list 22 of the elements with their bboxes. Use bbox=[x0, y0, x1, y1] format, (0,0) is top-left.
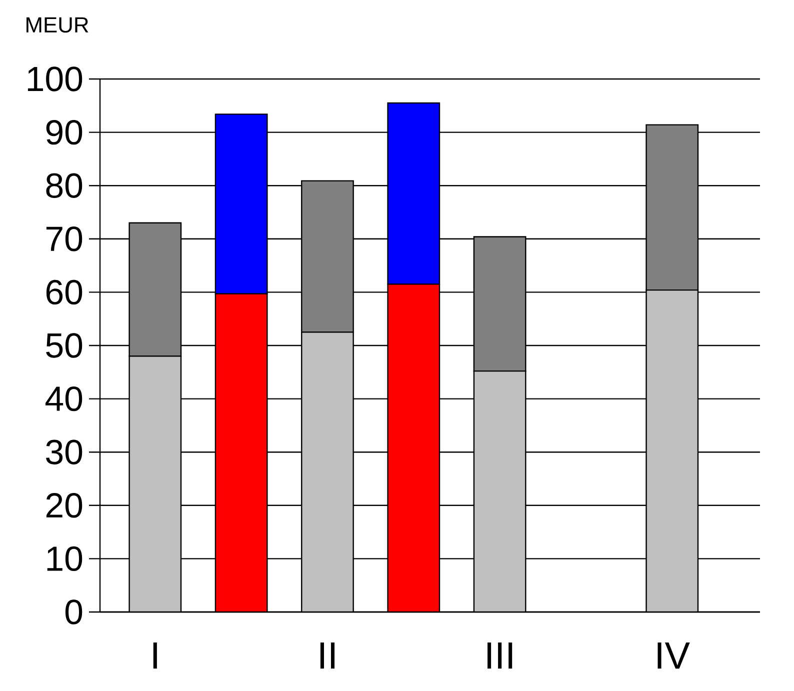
y-tick-label: 50 bbox=[46, 333, 82, 358]
x-tick-label: II bbox=[320, 642, 335, 669]
bar bbox=[128, 356, 182, 612]
y-tick-label: 90 bbox=[46, 120, 82, 145]
x-tick-label: III bbox=[488, 642, 512, 669]
y-tick-label: 70 bbox=[46, 226, 82, 252]
y-tick-label: 100 bbox=[28, 66, 82, 92]
bar bbox=[214, 293, 268, 612]
y-tick-label: 0 bbox=[65, 600, 82, 624]
y-tick-label: 10 bbox=[47, 546, 82, 572]
y-tick-label: 40 bbox=[45, 386, 82, 412]
y-tick-label: 60 bbox=[46, 280, 82, 305]
y-tick-label: 20 bbox=[46, 493, 82, 518]
y-axis-title: MEUR bbox=[26, 17, 88, 33]
x-tick-label: I bbox=[153, 642, 157, 669]
bar bbox=[473, 370, 526, 612]
y-tick-label: 30 bbox=[46, 440, 82, 464]
y-tick-label: 80 bbox=[46, 173, 82, 198]
bar bbox=[301, 332, 354, 612]
bar bbox=[387, 284, 440, 612]
bar bbox=[646, 289, 699, 612]
x-tick-label: IV bbox=[658, 642, 690, 669]
